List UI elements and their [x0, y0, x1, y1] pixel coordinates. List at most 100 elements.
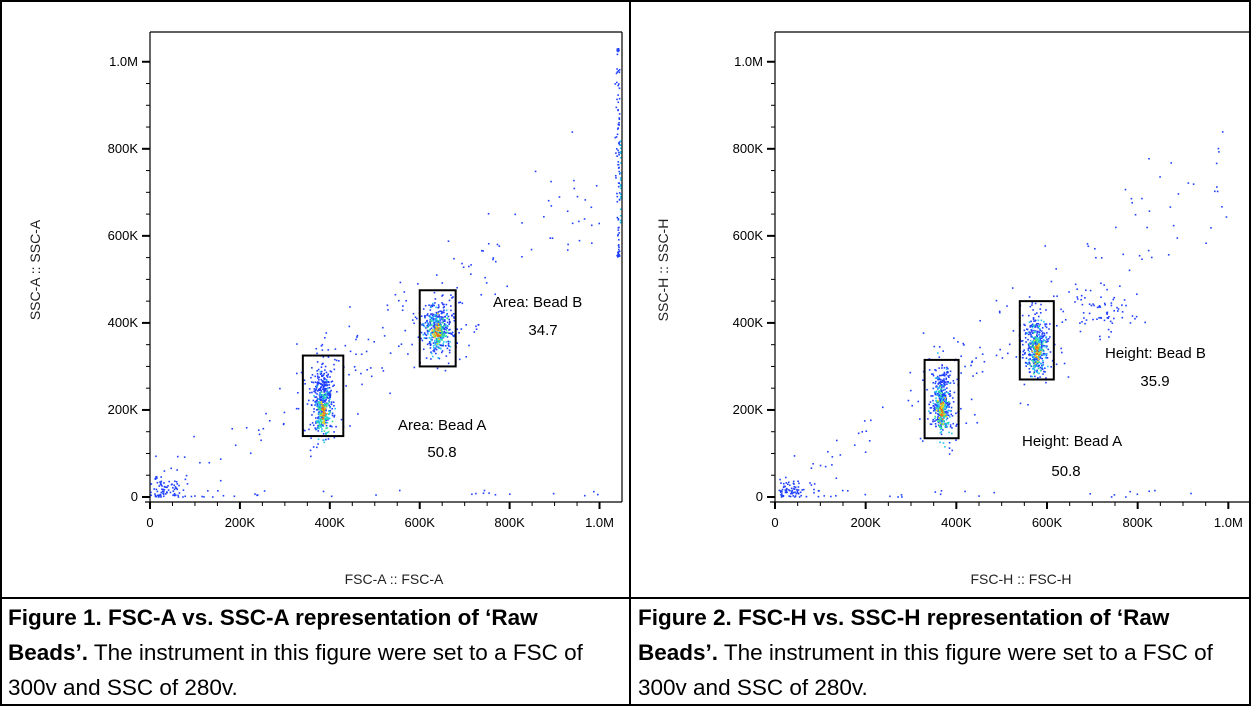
bead-event — [319, 399, 322, 402]
bead-dense-event — [431, 319, 434, 321]
bead-event — [442, 320, 445, 323]
bead-dense-event — [1031, 326, 1034, 329]
debris-event — [355, 353, 357, 356]
bead-dense-event — [943, 417, 945, 419]
bead-event — [317, 426, 320, 429]
bead-event — [1044, 367, 1046, 370]
debris-event — [781, 493, 783, 495]
bead-event — [1020, 340, 1023, 342]
bead-dense-event — [325, 404, 327, 407]
debris-event — [487, 242, 490, 245]
bead-event — [1040, 341, 1043, 344]
debris-event — [178, 492, 181, 494]
bead-dense-event — [1028, 343, 1031, 345]
bead-dense-event — [326, 426, 329, 429]
saturated-event — [618, 83, 620, 85]
bead-event — [1023, 383, 1026, 386]
table-border-middle — [629, 0, 631, 706]
bead-event — [424, 333, 427, 336]
bead-event — [321, 383, 324, 386]
bead-event — [939, 398, 942, 400]
bead-event — [1030, 342, 1032, 345]
bead-event — [948, 376, 950, 378]
bead-dense-event — [932, 402, 935, 405]
bead-dense-event — [426, 326, 429, 329]
debris-event — [786, 483, 789, 486]
bead-event — [1023, 323, 1025, 326]
bead-dense-event — [939, 407, 941, 409]
bead-event — [928, 369, 931, 371]
bead-dense-event — [442, 324, 445, 327]
bead-event — [325, 381, 328, 383]
bead-dense-event — [943, 388, 945, 391]
bead-event — [1024, 324, 1026, 327]
debris-event — [154, 495, 157, 498]
debris-event — [791, 492, 794, 495]
saturated-event — [617, 101, 620, 104]
saturated-event — [617, 69, 620, 72]
saturated-event — [617, 255, 620, 257]
bead-event — [440, 310, 443, 313]
bead-event — [1047, 338, 1050, 340]
saturated-event — [616, 133, 619, 136]
debris-event — [571, 222, 574, 225]
debris-event — [177, 496, 180, 498]
bead-event — [948, 393, 950, 395]
bead-event — [927, 418, 929, 420]
debris-event — [550, 180, 552, 183]
bead-dense-event — [1039, 369, 1042, 372]
bead-event — [458, 332, 460, 334]
bead-dense-event — [1037, 358, 1040, 361]
bead-dense-event — [939, 413, 941, 415]
bead-doublet-event — [1111, 322, 1114, 324]
bead-event — [1026, 328, 1028, 330]
debris-event — [521, 222, 523, 224]
bead-dense-event — [1032, 357, 1035, 359]
debris-event — [487, 212, 490, 215]
bead-doublet-event — [1093, 304, 1095, 307]
bead-event — [315, 401, 317, 403]
bead-event — [1031, 324, 1033, 327]
bead-dense-event — [438, 339, 440, 342]
bead-doublet-event — [1113, 309, 1116, 312]
bead-event — [1045, 326, 1048, 329]
bead-event — [320, 375, 323, 377]
debris-event — [176, 469, 178, 471]
debris-event — [159, 481, 161, 483]
bead-event — [936, 404, 939, 407]
bead-event — [930, 412, 932, 414]
bead-event — [1051, 359, 1054, 362]
bead-dense-event — [940, 417, 942, 419]
bead-event — [317, 408, 319, 411]
bead-event — [1027, 347, 1030, 350]
bead-dense-event — [434, 343, 437, 346]
debris-event — [203, 496, 205, 498]
bead-dense-event — [313, 395, 315, 397]
debris-event — [1074, 283, 1077, 286]
debris-event — [1148, 157, 1150, 160]
bead-event — [430, 351, 432, 353]
bead-event — [1033, 353, 1036, 356]
debris-event — [168, 480, 171, 483]
saturated-event — [614, 174, 617, 177]
bead-dense-event — [943, 414, 946, 416]
bead-doublet-event — [1106, 313, 1109, 315]
bead-event — [1032, 342, 1034, 345]
bead-dense-event — [1031, 340, 1034, 343]
debris-event — [356, 336, 358, 338]
bead-event — [425, 337, 428, 340]
bead-dense-event — [947, 401, 950, 403]
debris-event — [1052, 295, 1055, 298]
debris-event — [173, 494, 176, 497]
bead-dense-event — [317, 438, 320, 441]
bead-dense-event — [438, 338, 441, 341]
debris-event — [779, 478, 781, 481]
bead-event — [465, 356, 468, 358]
bead-dense-event — [318, 417, 321, 420]
bead-dense-event — [949, 410, 951, 412]
debris-event — [257, 429, 260, 431]
bead-dense-event — [322, 415, 324, 417]
saturated-event — [618, 153, 620, 156]
bead-dense-event — [946, 422, 949, 424]
bead-event — [1023, 353, 1026, 355]
